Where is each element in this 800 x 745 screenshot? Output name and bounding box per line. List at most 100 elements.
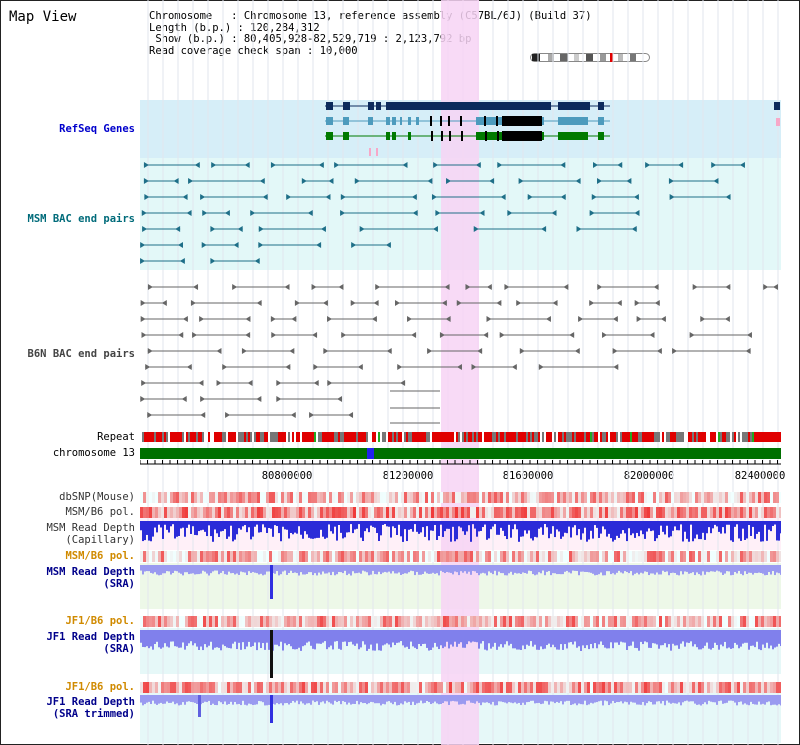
jf1-sra-depth [154,630,156,645]
jf1-pol2-heat [770,682,773,693]
msm-sra-depth [530,565,532,572]
msm-capillary-depth [544,521,546,525]
msm-bac-pair-end [385,242,391,248]
jf1-trim-depth [424,695,426,703]
msm-bac-pair-end [143,178,149,184]
jf1-sra-depth [274,630,276,645]
msm-pol2-heat [557,551,560,562]
msm-capillary-depth [478,521,480,532]
jf1-pol2-heat [668,682,671,693]
msm-sra-depth [254,565,256,573]
jf1-pol2-heat [689,682,692,693]
msm-capillary-depth [492,521,494,527]
repeat-block [394,432,396,442]
msm-capillary-depth [756,521,758,534]
jf1-trim-depth [238,695,240,704]
dbsnp-heat [332,492,335,503]
repeat-block [146,432,148,442]
jf1-pol2-heat [266,682,269,693]
msm-pol2-heat [761,551,764,562]
repeat-block [182,432,184,442]
b6n-bac-pair-end [552,300,558,306]
gene-exon [461,131,463,141]
msm-pol-heat [431,507,434,518]
msm-sra-depth [312,565,314,576]
msm-pol2-heat [521,551,524,562]
jf1-pol2-heat [494,682,497,693]
repeat-block [448,432,450,442]
jf1-pol2-heat [341,682,344,693]
msm-pol-heat [644,507,647,518]
repeat-block [740,432,742,442]
msm-pol-heat [500,507,503,518]
msm-pol2-heat [353,551,356,562]
msm-bac-pair-end [250,210,256,216]
jf1-sra-depth [606,630,608,649]
b6n-bac-pair-end [348,412,354,418]
jf1-pol2-heat [371,682,374,693]
repeat-block [292,432,294,442]
msm-bac-pair-end [320,226,326,232]
jf1-depth-label: JF1 Read Depth (SRA) [46,631,135,655]
jf1-pol-heat [176,616,179,627]
msm-sra-depth [142,565,144,575]
genome-track-view[interactable] [140,0,781,745]
jf1-pol-heat [617,616,620,627]
repeat-block [688,432,690,442]
msm-capillary-depth [766,521,768,541]
chromosome-ideogram[interactable] [530,53,650,62]
b6n-bac-pair-end [672,348,678,354]
jf1-sra-depth [592,630,594,649]
jf1-pol2-heat [392,682,395,693]
repeat-block [318,432,320,442]
jf1-pol-heat [272,616,275,627]
jf1-trim-depth [366,695,368,705]
msm-pol-heat [587,507,590,518]
dbsnp-heat [524,492,527,503]
jf1-pol-heat [410,616,413,627]
msm-sra-depth [326,565,328,574]
msm-sra-depth [322,565,324,572]
msm-pol-heat [473,507,476,518]
jf1-pol-heat [563,616,566,627]
repeat-block [334,432,336,442]
msm-pol2-heat [443,551,446,562]
msm-bac-pair-end [576,226,582,232]
b6n-bac-pair-end [465,284,471,290]
jf1-sra-depth [444,630,446,647]
repeat-block [382,432,384,442]
jf1-sra-depth [308,630,310,642]
jf1-pol2-heat [263,682,266,693]
jf1-trim-depth [394,695,396,702]
b6n-bac-pair-end [386,348,392,354]
jf1-sra-depth [584,630,586,649]
msm-pol2-heat [569,551,572,562]
jf1-sra-depth [576,630,578,648]
msm-sra-depth [420,565,422,575]
b6n-bac-pair-end [689,332,695,338]
msm-sra-depth [454,565,456,572]
msm-capillary-depth [210,521,212,537]
repeat-block [404,432,406,442]
msm-sra-depth [464,565,466,572]
jf1-sra-depth [642,630,644,645]
msm-capillary-depth [216,521,218,534]
jf1-pol2-heat [587,682,590,693]
msm-sra-depth [150,565,152,573]
msm-pol2-heat [593,551,596,562]
jf1-pol-heat [266,616,269,627]
jf1-pol2-heat [473,682,476,693]
jf1-sra-depth [710,630,712,650]
jf1-trim-depth [504,695,506,703]
msm-sra-depth [572,565,574,571]
jf1-sra-depth [426,630,428,648]
repeat-block [226,432,228,442]
msm-pol-heat [437,507,440,518]
msm-sra-depth [502,565,504,574]
jf1-trim-depth [494,695,496,706]
dbsnp-heat [515,492,518,503]
repeat-block [542,432,544,442]
jf1-pol2-heat [653,682,656,693]
jf1-pol-heat [623,616,626,627]
msm-bac-pair-end [668,178,674,184]
